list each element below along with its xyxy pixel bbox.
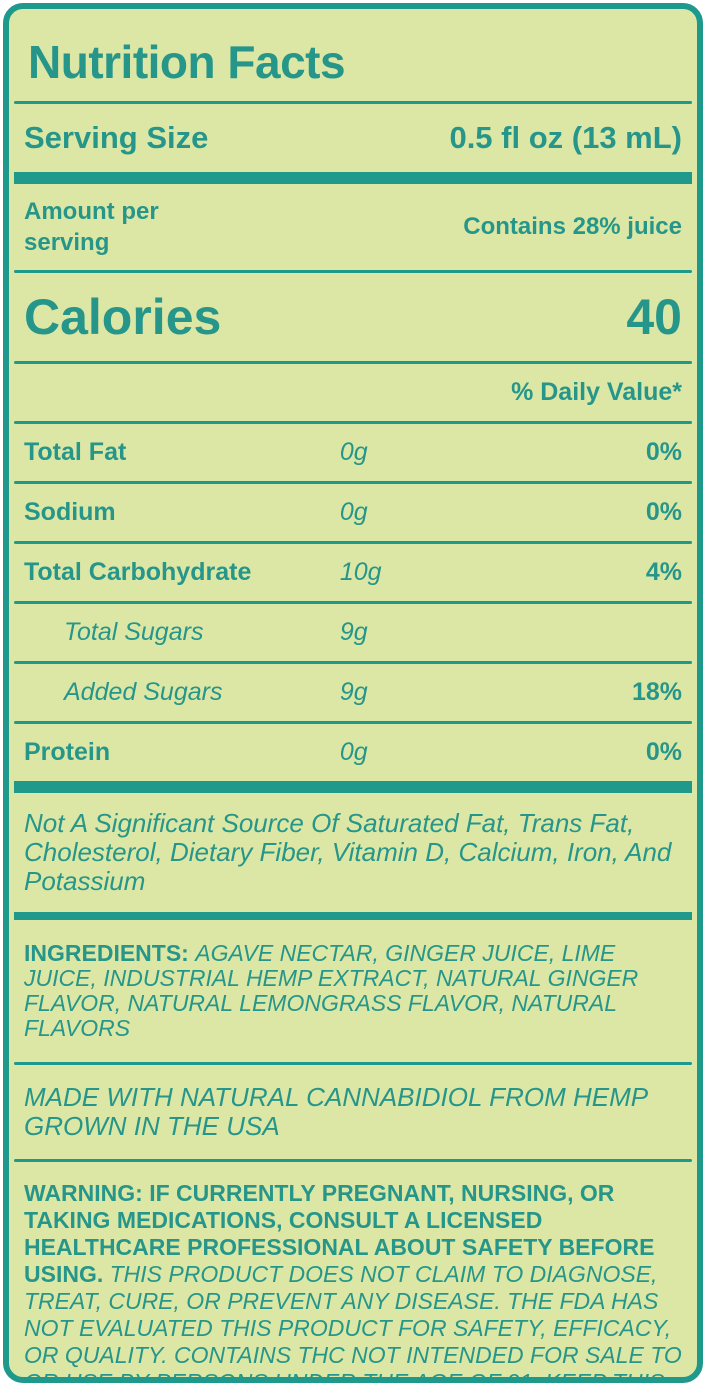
nutrient-amount: 0g: [339, 738, 368, 767]
nutrient-amount: 0g: [339, 438, 368, 467]
warning-label: WARNING: IF CURRENTLY PREGNANT, NURSING,…: [24, 1180, 655, 1288]
nutrient-row-total-fat: Total Fat 0g 0%: [14, 424, 692, 481]
nutrient-name: Sodium: [24, 498, 116, 527]
nutrient-amount: 9g: [339, 618, 368, 647]
ingredients-list: AGAVE NECTAR, GINGER JUICE, LIME JUICE, …: [24, 940, 639, 1042]
ingredients-section: INGREDIENTS: AGAVE NECTAR, GINGER JUICE,…: [14, 920, 692, 1062]
nutrient-name: Added Sugars: [64, 678, 223, 707]
calories-value: 40: [626, 289, 682, 346]
thin-separator: [14, 661, 692, 665]
amount-per-serving-row: Amount per serving Contains 28% juice: [14, 184, 692, 270]
medium-separator: [14, 912, 692, 921]
thin-separator: [14, 601, 692, 605]
calories-row: Calories 40: [14, 273, 692, 361]
calories-label: Calories: [24, 289, 222, 346]
thin-separator: [14, 361, 692, 365]
nutrient-name: Total Sugars: [64, 618, 204, 647]
daily-value-header: % Daily Value*: [511, 378, 682, 407]
thin-separator: [14, 101, 692, 104]
nutrient-daily-value: 0%: [645, 738, 682, 767]
serving-size-row: Serving Size 0.5 fl oz (13 mL): [14, 104, 692, 172]
thin-separator: [14, 481, 692, 485]
nutrient-daily-value: 0%: [645, 438, 682, 467]
insignificant-nutrients-note: Not A Significant Source Of Saturated Fa…: [24, 808, 672, 897]
amount-per-serving-label: Amount per serving: [24, 198, 159, 257]
nutrient-daily-value: 0%: [645, 498, 682, 527]
thin-separator: [14, 1062, 692, 1066]
nutrient-amount: 9g: [339, 678, 368, 707]
nutrition-facts-label: Nutrition Facts Serving Size 0.5 fl oz (…: [3, 3, 703, 1383]
serving-size-label: Serving Size: [24, 120, 209, 155]
thin-separator: [14, 541, 692, 545]
hemp-source-note: MADE WITH NATURAL CANNABIDIOL FROM HEMP …: [24, 1082, 648, 1142]
thin-separator: [14, 1159, 692, 1163]
nutrient-name: Total Fat: [24, 438, 127, 467]
nutrient-name: Protein: [24, 738, 111, 767]
nutrient-daily-value: 4%: [645, 558, 682, 587]
nutrient-name: Total Carbohydrate: [24, 558, 252, 587]
warning-text: THIS PRODUCT DOES NOT CLAIM TO DIAGNOSE,…: [24, 1261, 682, 1383]
nutrient-daily-value: 18%: [631, 678, 682, 707]
serving-size-value: 0.5 fl oz (13 mL): [449, 120, 682, 155]
nutrient-row-protein: Protein 0g 0%: [14, 724, 692, 781]
thin-separator: [14, 421, 692, 425]
label-title: Nutrition Facts: [28, 36, 346, 88]
juice-content-label: Contains 28% juice: [463, 213, 682, 241]
ingredients-label: INGREDIENTS:: [24, 940, 196, 967]
warning-section: WARNING: IF CURRENTLY PREGNANT, NURSING,…: [14, 1162, 692, 1383]
thick-separator: [14, 781, 692, 794]
nutrient-row-total-sugars: Total Sugars 9g: [14, 604, 692, 661]
thin-separator: [14, 270, 692, 274]
nutrient-row-added-sugars: Added Sugars 9g 18%: [14, 664, 692, 721]
thin-separator: [14, 721, 692, 725]
thick-separator: [14, 172, 692, 184]
nutrient-row-total-carbohydrate: Total Carbohydrate 10g 4%: [14, 544, 692, 601]
nutrient-row-sodium: Sodium 0g 0%: [14, 484, 692, 541]
nutrient-amount: 0g: [339, 498, 368, 527]
nutrient-amount: 10g: [339, 558, 382, 587]
